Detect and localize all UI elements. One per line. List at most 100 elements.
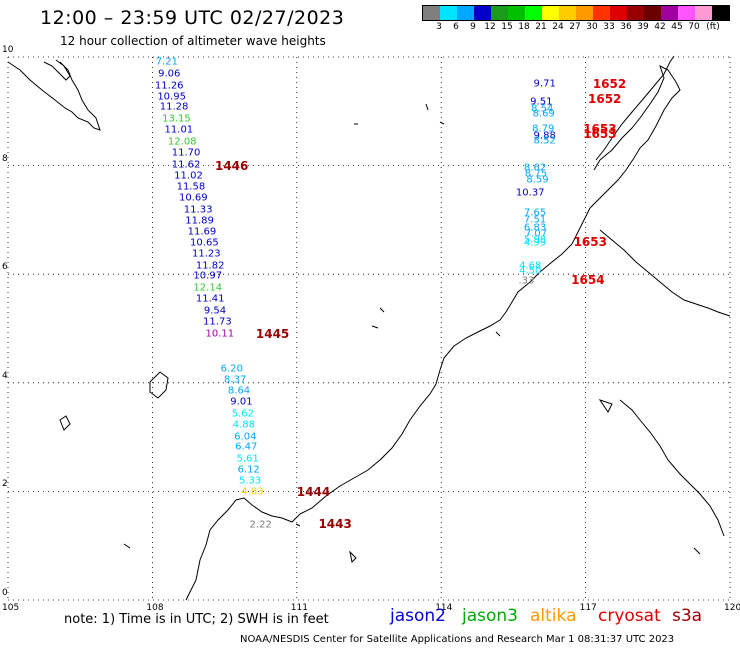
y-tick-label: 0 bbox=[2, 588, 8, 598]
satellite-legend-jason3: jason3 bbox=[462, 606, 518, 626]
credit-line: NOAA/NESDIS Center for Satellite Applica… bbox=[240, 634, 675, 645]
color-swatch bbox=[474, 6, 491, 20]
x-tick-label: 120 bbox=[724, 603, 740, 613]
wave-height-label: 6.20 bbox=[220, 363, 243, 375]
wave-height-label: 6.83 bbox=[523, 222, 547, 234]
color-swatch bbox=[593, 6, 610, 20]
wave-height-label: 9.54 bbox=[203, 305, 227, 317]
wave-height-label: 4.99 bbox=[523, 237, 547, 249]
wave-height-label: 4.50 bbox=[519, 265, 542, 277]
wave-height-label: 6.47 bbox=[235, 441, 258, 453]
small-island bbox=[425, 103, 429, 111]
x-tick-label: 117 bbox=[579, 603, 597, 613]
color-scale-label: 42 bbox=[654, 22, 666, 32]
wave-height-label: 8.37 bbox=[224, 374, 247, 386]
wave-height-label: 11.89 bbox=[185, 215, 214, 227]
color-swatch bbox=[457, 6, 474, 20]
color-scale-label: 21 bbox=[535, 22, 547, 32]
color-swatch bbox=[508, 6, 525, 20]
wave-height-label: 5.62 bbox=[231, 408, 255, 420]
color-scale-label: 3 bbox=[436, 22, 442, 32]
small-island bbox=[439, 121, 445, 125]
wave-height-label: 8.79 bbox=[532, 123, 555, 135]
color-swatch bbox=[678, 6, 695, 20]
small-island bbox=[379, 307, 385, 313]
wave-height-label: 11.82 bbox=[195, 260, 225, 271]
x-tick-label: 111 bbox=[290, 603, 308, 613]
coastline bbox=[7, 55, 731, 601]
wave-height-label: 8.62 bbox=[523, 162, 547, 174]
time-label: 1652 bbox=[592, 77, 627, 92]
color-scale-label: 27 bbox=[569, 22, 581, 32]
color-swatch bbox=[610, 6, 627, 20]
small-island bbox=[495, 331, 501, 337]
wave-height-label: 8.54 bbox=[531, 103, 554, 115]
x-tick-label: 108 bbox=[146, 603, 164, 613]
color-swatch bbox=[423, 6, 440, 20]
small-island bbox=[295, 523, 301, 527]
time-label: 1653 bbox=[583, 121, 617, 136]
wave-height-label: 12.14 bbox=[193, 282, 223, 294]
satellite-legend-s3a: s3a bbox=[672, 606, 703, 626]
wave-height-label: 10.65 bbox=[190, 237, 219, 249]
y-tick-label: 4 bbox=[2, 370, 8, 381]
color-swatch bbox=[491, 6, 508, 20]
palawan-island bbox=[595, 55, 675, 161]
time-label: 1445 bbox=[255, 326, 290, 341]
color-swatch bbox=[712, 6, 729, 20]
wave-height-label: 10.69 bbox=[178, 192, 208, 204]
color-scale-label: (ft) bbox=[706, 22, 720, 32]
wave-height-label: 11.23 bbox=[191, 248, 221, 260]
wave-height-label: 10.37 bbox=[515, 187, 545, 199]
color-swatch bbox=[661, 6, 678, 20]
wave-height-label: .33 bbox=[518, 275, 535, 287]
wave-height-label: 9.71 bbox=[533, 78, 556, 90]
wave-height-label: 11.69 bbox=[187, 226, 217, 238]
small-island bbox=[693, 547, 701, 555]
color-scale-label: 33 bbox=[603, 22, 615, 32]
wave-height-label: 7.07 bbox=[524, 228, 548, 240]
wave-height-label: 9.88 bbox=[533, 130, 556, 142]
wave-height-label: 7.21 bbox=[155, 56, 178, 68]
wave-height-label: 10.11 bbox=[205, 328, 235, 340]
wave-height-label: 8.69 bbox=[532, 108, 555, 120]
sabah-east-coast bbox=[599, 229, 731, 317]
x-tick-label: 114 bbox=[435, 603, 453, 613]
time-label: 1446 bbox=[214, 158, 249, 173]
y-tick-label: 10 bbox=[2, 45, 14, 55]
wave-height-label: 13.15 bbox=[162, 113, 191, 125]
time-label: 1652 bbox=[588, 92, 622, 107]
color-scale-label: 9 bbox=[470, 22, 476, 32]
wave-height-label: 5.61 bbox=[236, 453, 259, 465]
wave-height-label: 6.12 bbox=[237, 464, 260, 476]
small-island bbox=[349, 550, 357, 564]
color-scale-label: 45 bbox=[671, 22, 683, 32]
x-tick-label: 105 bbox=[2, 603, 20, 613]
color-scale-label: 70 bbox=[688, 22, 700, 32]
wave-height-label: 11.01 bbox=[164, 124, 194, 136]
time-label: 1653 bbox=[583, 127, 617, 142]
color-scale-labels: 3 6 9 12 15 18 21 24 27 30 33 36 39 42 45 70 (ft) bbox=[422, 22, 728, 34]
wave-height-label: 8.59 bbox=[526, 174, 549, 186]
anambas-island bbox=[59, 415, 71, 431]
wave-height-label: 9.06 bbox=[158, 68, 181, 80]
color-scale-label: 24 bbox=[552, 22, 564, 32]
satellite-legend-jason2: jason2 bbox=[390, 606, 446, 626]
wave-height-label: 9.51 bbox=[530, 96, 553, 108]
wave-height-label: 12.08 bbox=[167, 136, 197, 148]
y-tick-label: 6 bbox=[2, 262, 8, 273]
wave-height-label: 10.95 bbox=[157, 91, 186, 103]
time-label: 1444 bbox=[296, 485, 331, 500]
y-tick-label: 2 bbox=[2, 479, 8, 490]
vietnam-delta bbox=[43, 59, 71, 81]
wave-height-label: 9.01 bbox=[230, 396, 253, 408]
wave-height-label: 5.98 bbox=[523, 234, 547, 246]
time-label: 1654 bbox=[571, 272, 605, 287]
wave-height-label: 10.97 bbox=[193, 270, 223, 282]
color-swatch bbox=[627, 6, 644, 20]
color-swatch bbox=[644, 6, 661, 20]
borneo-coast bbox=[185, 207, 591, 601]
color-swatch bbox=[440, 6, 457, 20]
color-swatch bbox=[576, 6, 593, 20]
